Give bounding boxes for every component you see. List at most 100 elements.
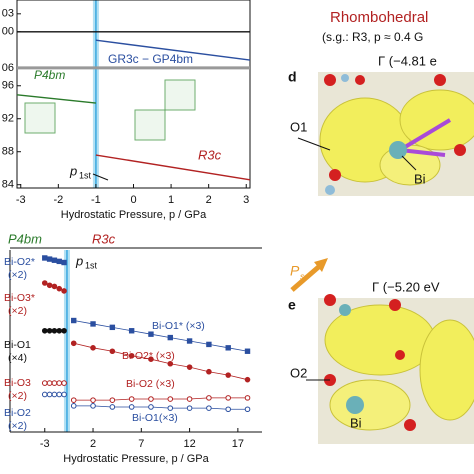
marker — [186, 364, 193, 370]
marker — [109, 404, 116, 410]
marker — [148, 396, 154, 402]
y-tick-label: 88 — [2, 146, 14, 158]
panel-letter: e — [288, 297, 296, 313]
y-tick-label: 84 — [2, 179, 14, 191]
x-tick-label: -3 — [40, 438, 50, 450]
series-label: p — [69, 163, 77, 178]
atom-label: O2 — [290, 365, 307, 380]
x-tick-label: 7 — [138, 438, 144, 450]
arrow-label-sub: s — [300, 271, 305, 281]
unit-cell — [24, 102, 56, 134]
series-label: Bi-O3 — [4, 377, 31, 389]
y-tick-label: 00 — [2, 26, 14, 38]
marker — [109, 324, 116, 331]
marker — [46, 391, 53, 398]
series-label: Bi-O2* — [4, 256, 35, 268]
marker — [56, 380, 63, 386]
x-axis-label: Hydrostatic Pressure, p / GPa — [61, 209, 207, 221]
marker — [90, 397, 96, 403]
marker — [61, 327, 67, 334]
marker — [167, 334, 173, 341]
phase-label: P4bm — [8, 231, 42, 246]
x-tick-label: 3 — [243, 194, 249, 206]
series-label: (×2) — [8, 390, 27, 402]
arrow-label: P — [290, 263, 300, 279]
series-line — [73, 320, 248, 352]
marker — [46, 380, 53, 386]
series-label: Bi-O1 — [4, 339, 31, 351]
series-label: Bi-O1* (×3) — [152, 320, 205, 332]
marker — [90, 403, 96, 409]
marker — [56, 285, 63, 292]
marker — [46, 327, 53, 334]
panel-state: Γ (−4.81 e — [378, 53, 437, 68]
marker — [225, 345, 231, 351]
marker — [61, 288, 67, 294]
marker — [148, 331, 154, 337]
marker — [244, 348, 251, 354]
marker — [51, 257, 58, 263]
marker — [225, 395, 232, 401]
marker — [225, 372, 232, 378]
marker — [56, 391, 63, 398]
y-tick-label: 96 — [2, 80, 14, 92]
marker — [186, 396, 193, 402]
x-axis-label: Hydrostatic Pressure, p / GPa — [63, 453, 209, 465]
marker — [186, 338, 193, 344]
unit-cell — [134, 109, 166, 141]
marker — [148, 356, 154, 363]
marker — [41, 391, 48, 398]
marker — [41, 380, 48, 386]
x-tick-label: 17 — [232, 438, 244, 450]
series-label: Bi-O2 — [4, 407, 31, 419]
marker — [51, 327, 58, 334]
series-label: GR3c − GP4bm — [108, 52, 193, 66]
series-label: (×2) — [8, 305, 27, 317]
marker — [90, 321, 96, 327]
marker — [206, 341, 212, 348]
figure-subtitle: (s.g.: R3, p ≈ 0.4 G — [322, 30, 423, 44]
marker — [56, 327, 63, 334]
marker — [51, 283, 58, 290]
figure-title: Rhombohedral — [330, 9, 428, 26]
x-tick-label: -2 — [53, 194, 63, 206]
atom-label: Bi — [414, 171, 426, 186]
marker — [70, 397, 77, 403]
marker — [109, 348, 116, 355]
series-line — [95, 39, 251, 61]
marker — [46, 256, 53, 262]
series-label: 1st — [79, 170, 92, 180]
y-tick-label: 03 — [2, 8, 14, 20]
marker — [61, 391, 67, 398]
marker — [167, 405, 174, 411]
series-line — [95, 154, 251, 181]
series-line — [73, 405, 248, 410]
marker — [61, 259, 67, 266]
series-label: P4bm — [34, 68, 65, 82]
marker — [90, 345, 96, 351]
series-label: (×2) — [8, 420, 27, 432]
annotation-arrow — [92, 173, 109, 181]
x-tick-label: 0 — [130, 194, 136, 206]
x-tick-label: -3 — [16, 194, 26, 206]
marker — [167, 396, 174, 402]
marker — [61, 380, 67, 386]
marker — [128, 328, 135, 334]
series-label: 1st — [85, 260, 98, 270]
marker — [51, 391, 58, 398]
atom-label: O1 — [290, 119, 307, 134]
marker — [186, 405, 193, 411]
marker — [206, 368, 212, 375]
series-line — [73, 397, 248, 401]
series-line — [73, 342, 248, 381]
x-tick-label: 12 — [183, 438, 195, 450]
y-tick-label: 06 — [2, 62, 14, 74]
series-label: (×2) — [8, 269, 27, 281]
panel-letter: d — [288, 69, 297, 85]
marker — [148, 404, 154, 410]
marker — [46, 282, 53, 289]
polarization-arrow — [290, 258, 328, 292]
marker — [42, 255, 48, 261]
series-label: Bi-O1(×3) — [132, 412, 178, 424]
